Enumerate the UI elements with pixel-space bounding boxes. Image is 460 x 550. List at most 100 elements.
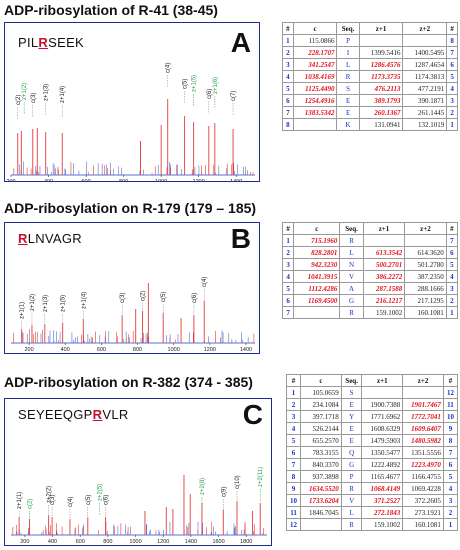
peak-label: c(5) xyxy=(183,79,189,89)
panel-a-spectrum-plot: c(2) z+1(2) c(3) z+1(3) z+1(4) c(4) c(5) z+1(5)… xyxy=(6,63,255,182)
peak-label: z+2(5) xyxy=(98,484,104,501)
table-cell-z1: 1350.5477 xyxy=(361,446,404,459)
table-cell-z1: 272.1843 xyxy=(361,506,404,519)
table-cell-aa: E xyxy=(340,398,363,411)
table-header-row: # c Seq. z+1 z+2 # xyxy=(282,22,458,35)
column-header: z+2 xyxy=(402,374,444,387)
table-cell-aa: G xyxy=(339,294,364,307)
table-cell-n: 2 xyxy=(281,246,295,259)
table-cell-aa: E xyxy=(340,422,363,435)
table-cell-z2: 1609.6407 xyxy=(402,422,444,435)
table-cell-c: 783.3155 xyxy=(300,446,342,459)
table-row: 8 937.3898 P 1165.4677 1166.4755 5 xyxy=(285,470,459,483)
table-cell-m: 11 xyxy=(442,398,459,411)
x-tick-label: 200 xyxy=(24,347,33,353)
column-header: Seq. xyxy=(336,22,360,35)
peak-label: z+1(1) xyxy=(17,492,23,509)
table-cell-n: 5 xyxy=(281,282,295,295)
table-cell-z2: 1351.5556 xyxy=(402,446,444,459)
panel-b-spectrum-plot: z+1(1) z+1(2) z+1(3) z+1(5) z+1(4) c(3) c(2) c(… xyxy=(11,277,255,353)
panel-a-peptide: PILRSEEK xyxy=(18,35,84,50)
table-cell-z1 xyxy=(362,234,406,247)
table-cell-n: 6 xyxy=(282,94,294,107)
table-row: 3 341.2547 L 1286.4576 1287.4654 6 xyxy=(282,58,458,71)
table-cell-z2: 273.1921 xyxy=(402,506,444,519)
peak-label: z+1(1) xyxy=(20,302,26,319)
table-cell-aa: R xyxy=(336,70,360,83)
peak-label: c(5) xyxy=(86,495,92,505)
table-cell-z1: 613.3542 xyxy=(362,246,406,259)
table-cell-n: 5 xyxy=(282,82,294,95)
x-tick-label: 1400 xyxy=(230,179,242,182)
peak-label: z+1(3) xyxy=(44,84,50,101)
table-cell-m: 1 xyxy=(442,518,459,531)
peak-label: c(3) xyxy=(50,495,56,505)
panel-c-peptide: SEYEEQGPRVLR xyxy=(18,407,129,422)
table-row: 2 828.2801 L 613.3542 614.3620 6 xyxy=(281,246,459,259)
x-tick-label: 1000 xyxy=(168,347,180,353)
table-cell-aa: P xyxy=(336,34,360,47)
table-row: 1 715.1960 R 7 xyxy=(281,234,459,247)
table-cell-c: 828.2801 xyxy=(293,246,341,259)
table-cell-n: 9 xyxy=(285,482,302,495)
table-row: 10 1733.6204 V 371.2527 372.2605 3 xyxy=(285,494,459,507)
column-header: z+1 xyxy=(361,374,404,387)
panel-c-fragment-table: # c Seq. z+1 z+2 #1 105.0659 S 12 2 234.1084 E 1900.… xyxy=(285,374,459,531)
peptide-suffix: LNVAGR xyxy=(27,231,82,246)
table-cell-z2: 160.1081 xyxy=(402,518,444,531)
peak-label: z+2(8) xyxy=(200,478,206,495)
table-row: 1 105.0659 S 12 xyxy=(285,386,459,399)
table-cell-c xyxy=(300,518,342,531)
peak-label: z+2(11) xyxy=(258,467,264,487)
table-cell-n: 8 xyxy=(282,118,294,131)
table-cell-aa: R xyxy=(340,518,363,531)
table-cell-m: 2 xyxy=(445,294,459,307)
table-row: 6 783.3155 Q 1350.5477 1351.5556 7 xyxy=(285,446,459,459)
table-cell-m: 1 xyxy=(446,118,458,131)
peak-label: c(5) xyxy=(161,292,167,302)
table-cell-n: 7 xyxy=(285,458,302,471)
column-header: c xyxy=(292,22,338,35)
x-tick-label: 600 xyxy=(81,179,90,182)
table-cell-aa: A xyxy=(339,282,364,295)
peak-label: c(6) xyxy=(192,293,198,303)
table-cell-n: 3 xyxy=(285,410,302,423)
table-cell-z1: 159.1002 xyxy=(362,306,406,319)
table-cell-c: 1383.5342 xyxy=(292,106,338,119)
peak-label: z+1(2) xyxy=(30,294,36,311)
table-cell-aa: L xyxy=(340,506,363,519)
x-tick-label: 1200 xyxy=(204,347,216,353)
column-header: # xyxy=(442,374,459,387)
peak-label: c(10) xyxy=(235,475,241,489)
table-cell-z1: 287.1588 xyxy=(362,282,406,295)
table-cell-z2: 1223.4970 xyxy=(402,458,444,471)
table-cell-m: 5 xyxy=(442,470,459,483)
peptide-suffix: VLR xyxy=(102,407,129,422)
table-cell-z1: 371.2527 xyxy=(361,494,404,507)
table-cell-n: 5 xyxy=(285,434,302,447)
table-cell-n: 2 xyxy=(285,398,302,411)
table-cell-z1: 1771.6962 xyxy=(361,410,404,423)
table-cell-n: 1 xyxy=(282,34,294,47)
column-header: # xyxy=(445,222,459,235)
table-cell-n: 4 xyxy=(285,422,302,435)
table-cell-z2: 501.2780 xyxy=(404,258,447,271)
table-cell-m: 8 xyxy=(446,34,458,47)
table-cell-c: 937.3898 xyxy=(300,470,342,483)
table-cell-z1: 1399.5416 xyxy=(358,46,404,59)
peptide-prefix: PIL xyxy=(18,35,39,50)
peak-label: c(2) xyxy=(16,95,22,105)
table-cell-z1: 159.1002 xyxy=(361,518,404,531)
table-row: 3 397.1718 Y 1771.6962 1772.7041 10 xyxy=(285,410,459,423)
table-cell-z1: 1222.4892 xyxy=(361,458,404,471)
table-cell-z1: 389.1793 xyxy=(358,94,404,107)
table-cell-aa: I xyxy=(336,46,360,59)
table-cell-z2: 1069.4228 xyxy=(402,482,444,495)
table-cell-c: 115.0866 xyxy=(292,34,338,47)
table-cell-c: 1041.3915 xyxy=(293,270,341,283)
table-row: 7 R 159.1002 160.1081 1 xyxy=(281,306,459,319)
x-tick-label: 1000 xyxy=(155,179,167,182)
panel-a-letter: A xyxy=(230,27,251,58)
table-cell-z2: 1901.7467 xyxy=(402,398,444,411)
table-row: 6 1254.4916 E 389.1793 390.1871 3 xyxy=(282,94,458,107)
